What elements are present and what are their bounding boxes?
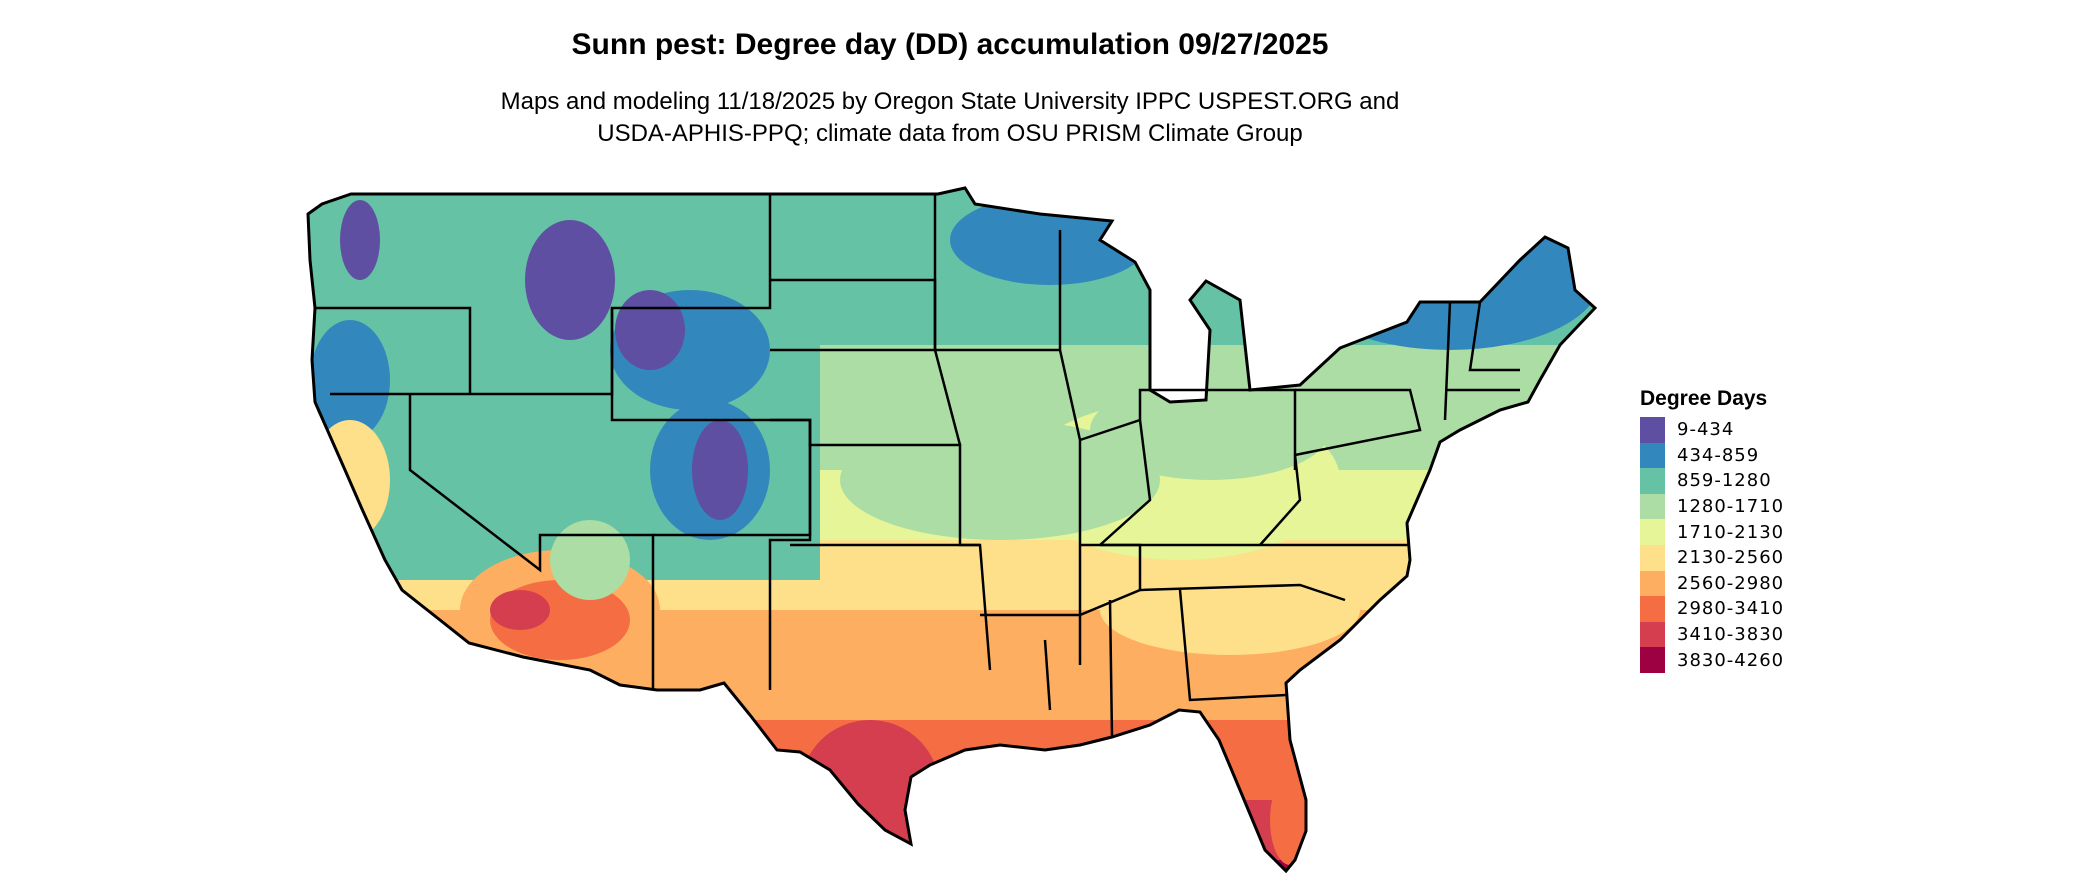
- state-border: [1043, 589, 1287, 738]
- legend: Degree Days 9-434 434-859 859-1280 1280-171…: [1640, 387, 1784, 673]
- dd-zone: [1100, 565, 1360, 655]
- dd-zone: [1270, 775, 1310, 865]
- state-border: [1259, 388, 1422, 546]
- legend-swatch: [1640, 570, 1665, 597]
- legend-item: 2560-2980: [1640, 570, 1785, 597]
- legend-label: 859-1280: [1677, 470, 1772, 492]
- map-subtitle: Maps and modeling 11/18/2025 by Oregon S…: [0, 86, 1900, 150]
- legend-swatch: [1640, 417, 1665, 443]
- dd-zone: [310, 320, 390, 440]
- legend-item: 3830-4260: [1640, 647, 1784, 673]
- dd-zone: [950, 195, 1150, 285]
- legend-swatch: [1640, 596, 1665, 622]
- state-border: [408, 394, 655, 690]
- dd-zone: [550, 520, 630, 600]
- state-border: [1079, 388, 1297, 546]
- legend-swatch: [1640, 647, 1665, 673]
- dd-zone: [800, 720, 940, 860]
- map-title: Sunn pest: Degree day (DD) accumulation …: [571, 28, 1329, 61]
- subtitle-line-1: Maps and modeling 11/18/2025 by Oregon S…: [500, 88, 1400, 115]
- dd-zone: [308, 800, 1595, 860]
- state-border: [1443, 301, 1520, 421]
- legend-item: 9-434: [1640, 417, 1784, 443]
- state-border: [653, 418, 812, 537]
- state-border: [1100, 543, 1410, 602]
- dd-zone: [308, 860, 1595, 871]
- legend-item: 3410-3830: [1640, 621, 1785, 648]
- legend-swatch: [1640, 621, 1665, 648]
- legend-item: 434-859: [1640, 442, 1784, 469]
- legend-label: 2980-3410: [1677, 598, 1785, 620]
- legend-label: 3410-3830: [1677, 624, 1785, 646]
- legend-label: 1710-2130: [1677, 521, 1785, 543]
- legend-item: 859-1280: [1640, 468, 1784, 494]
- legend-item: 1280-1710: [1640, 493, 1785, 520]
- legend-item: 2980-3410: [1640, 596, 1784, 622]
- dd-zone: [340, 200, 380, 280]
- dd-zone: [692, 420, 748, 520]
- state-borders: [315, 194, 1520, 738]
- state-border: [808, 420, 992, 671]
- legend-label: 2560-2980: [1677, 572, 1785, 594]
- dd-zone: [1090, 380, 1330, 480]
- legend-swatch: [1640, 468, 1665, 494]
- legend-label: 2130-2560: [1677, 547, 1785, 569]
- dd-zone: [525, 220, 615, 340]
- legend-label: 9-434: [1677, 419, 1735, 441]
- legend-swatch: [1640, 544, 1665, 571]
- dd-zone: [490, 590, 550, 630]
- dd-zone: [308, 720, 1595, 800]
- dd-zone: [308, 540, 1595, 610]
- degree-day-raster: [308, 188, 1595, 871]
- subtitle-line-2: USDA-APHIS-PPQ; climate data from OSU PR…: [597, 120, 1303, 147]
- legend-swatch: [1640, 442, 1665, 469]
- legend-label: 1280-1710: [1677, 496, 1785, 518]
- legend-item: 1710-2130: [1640, 519, 1784, 545]
- legend-title: Degree Days: [1640, 387, 1768, 410]
- dd-zone: [615, 290, 685, 370]
- legend-item: 2130-2560: [1640, 544, 1785, 571]
- legend-label: 3830-4260: [1677, 649, 1785, 671]
- state-border: [315, 306, 472, 394]
- legend-label: 434-859: [1677, 444, 1760, 466]
- legend-items: 9-434 434-859 859-1280 1280-1710 1710-2130 21…: [1640, 417, 1784, 673]
- legend-swatch: [1640, 519, 1665, 545]
- legend-swatch: [1640, 493, 1665, 520]
